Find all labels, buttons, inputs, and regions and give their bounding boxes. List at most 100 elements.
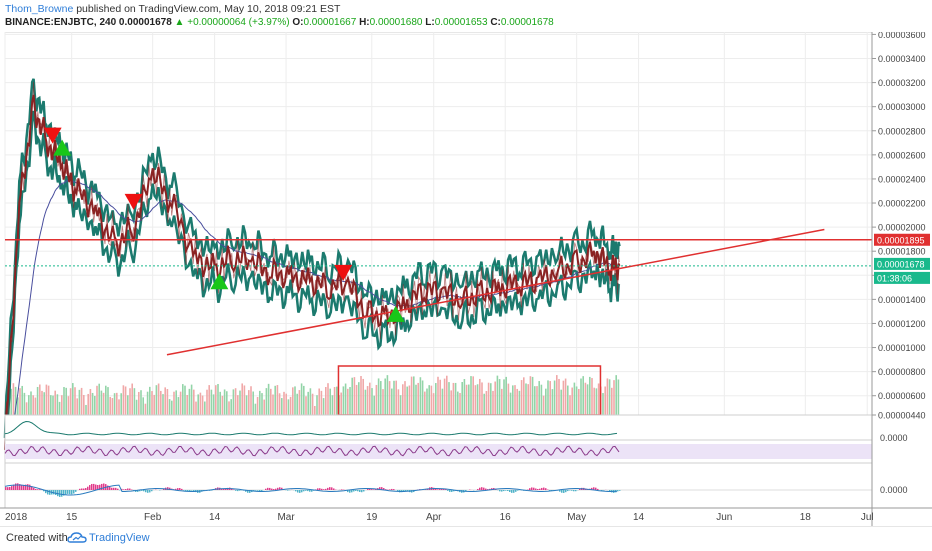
volume-bar — [103, 393, 105, 415]
volume-bar — [420, 377, 422, 415]
macd-histogram-bar — [541, 488, 543, 490]
volume-bar — [261, 393, 263, 415]
close-label: C: — [490, 17, 501, 28]
volume-bar — [444, 379, 446, 415]
macd-histogram-bar — [27, 484, 29, 490]
volume-bar — [164, 387, 166, 415]
macd-histogram-bar — [573, 490, 575, 491]
macd-histogram-bar — [309, 490, 311, 492]
volume-bar — [270, 389, 272, 415]
macd-histogram-bar — [619, 490, 621, 491]
volume-bar — [246, 395, 248, 415]
volume-bar — [409, 386, 411, 415]
volume-bar — [604, 387, 606, 415]
close-value: 0.00001678 — [501, 17, 554, 28]
macd-histogram-bar — [91, 484, 93, 490]
volume-bar — [169, 399, 171, 415]
volume-bar — [290, 397, 292, 415]
volume-bar — [211, 390, 213, 415]
volume-bar — [376, 385, 378, 415]
tradingview-brand[interactable]: TradingView — [89, 532, 150, 544]
volume-bar — [461, 382, 463, 415]
y-tick-label: 0.00000600 — [878, 391, 926, 401]
volume-bar — [387, 375, 389, 415]
x-tick-label: 15 — [66, 512, 78, 523]
volume-bar — [382, 389, 384, 415]
volume-bar — [299, 390, 301, 415]
x-tick-label: 2018 — [5, 512, 28, 523]
volume-bar — [519, 391, 521, 415]
volume-bar — [453, 383, 455, 415]
volume-bar — [578, 389, 580, 415]
volume-bar — [373, 396, 375, 415]
macd-histogram-bar — [193, 490, 195, 491]
volume-bar — [598, 383, 600, 415]
volume-bar — [83, 395, 85, 415]
macd-histogram-bar — [597, 489, 599, 490]
volume-bar — [43, 392, 45, 415]
volume-bar — [21, 386, 23, 415]
volume-bar — [136, 400, 138, 415]
volume-bar — [481, 382, 483, 415]
symbol-label[interactable]: BINANCE:ENJBTC, 240 — [5, 17, 116, 28]
volume-bar — [244, 385, 246, 415]
y-tick-label: 0.00002400 — [878, 174, 926, 184]
volume-bar — [310, 388, 312, 415]
macd-histogram-bar — [329, 487, 331, 490]
y-tick-label: 0.00002200 — [878, 199, 926, 209]
tradingview-cloud-icon — [67, 530, 87, 546]
volume-bar — [200, 393, 202, 415]
volume-bar — [226, 391, 228, 415]
macd-histogram-bar — [449, 490, 451, 492]
macd-histogram-bar — [303, 490, 305, 491]
volume-bar — [307, 392, 309, 415]
macd-histogram-bar — [595, 488, 597, 490]
macd-histogram-bar — [485, 489, 487, 490]
volume-bar — [316, 395, 318, 415]
macd-histogram-bar — [275, 489, 277, 490]
macd-histogram-bar — [483, 488, 485, 490]
created-with-label: Created with — [6, 532, 68, 544]
x-tick-label: May — [567, 512, 586, 523]
price-chart[interactable]: 0.000036000.000034000.000032000.00003000… — [0, 32, 932, 526]
author-link[interactable]: Thom_Browne — [5, 3, 73, 15]
volume-bar — [494, 382, 496, 415]
macd-histogram-bar — [191, 490, 193, 491]
volume-bar — [417, 383, 419, 415]
y-tick-label: 0.00002800 — [878, 126, 926, 136]
up-arrow-icon: ▲ — [175, 17, 185, 28]
volume-bar — [131, 384, 133, 415]
macd-histogram-bar — [499, 490, 501, 491]
macd-histogram-bar — [123, 489, 125, 490]
macd-histogram-bar — [617, 490, 619, 491]
volume-bar — [28, 395, 30, 415]
publish-line: Thom_Browne published on TradingView.com… — [5, 3, 340, 15]
volume-bar — [446, 376, 448, 415]
macd-histogram-bar — [75, 490, 77, 492]
macd-histogram-bar — [359, 490, 361, 492]
macd-histogram-bar — [563, 490, 565, 493]
volume-bar — [162, 394, 164, 415]
volume-bar — [140, 390, 142, 415]
volume-bar — [252, 392, 254, 415]
y-tick-label: 0.00003200 — [878, 78, 926, 88]
volume-bar — [120, 393, 122, 415]
footer: Created with TradingView — [0, 526, 932, 551]
volume-bar — [272, 394, 274, 415]
macd-histogram-bar — [235, 490, 237, 491]
x-tick-label: 14 — [633, 512, 645, 523]
volume-bar — [63, 387, 65, 415]
macd-histogram-bar — [143, 490, 145, 491]
macd-histogram-bar — [351, 490, 353, 492]
y-tick-label: 0.00001200 — [878, 319, 926, 329]
macd-histogram-bar — [81, 488, 83, 490]
macd-histogram-bar — [93, 484, 95, 490]
volume-bar — [613, 380, 615, 415]
volume-bar — [492, 391, 494, 415]
volume-bar — [314, 406, 316, 415]
macd-histogram-bar — [305, 490, 307, 491]
y-tick-label: 0.00003000 — [878, 102, 926, 112]
volume-bar — [263, 400, 265, 415]
x-tick-label: 14 — [209, 512, 221, 523]
